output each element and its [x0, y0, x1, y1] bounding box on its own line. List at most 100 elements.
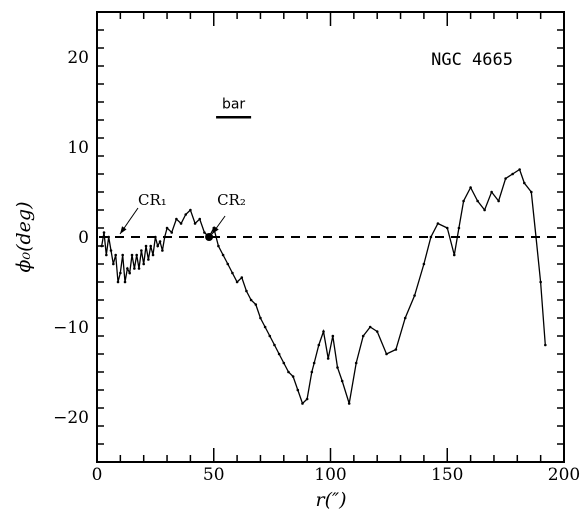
data-point	[116, 280, 120, 284]
data-point	[121, 253, 124, 257]
data-point	[128, 271, 131, 275]
data-point	[490, 190, 493, 194]
data-point	[312, 361, 316, 365]
data-point	[154, 235, 157, 239]
data-point	[301, 402, 304, 405]
data-point	[523, 181, 526, 185]
data-point	[130, 253, 134, 257]
data-point	[394, 348, 398, 351]
data-point	[518, 168, 521, 171]
data-point	[361, 334, 365, 338]
data-point	[354, 361, 358, 365]
y-tick-label: 20	[67, 48, 89, 68]
annotation-cr2: CR₂	[217, 191, 246, 209]
data-point	[193, 222, 197, 225]
data-point	[534, 235, 538, 239]
chart-title: NGC 4665	[431, 50, 513, 70]
data-point	[429, 235, 433, 239]
data-point	[483, 208, 486, 212]
data-point	[457, 226, 461, 230]
data-point	[147, 258, 150, 261]
data-point	[287, 370, 290, 374]
y-tick-labels: −20 −10 0 10 20	[53, 48, 89, 428]
data-point	[413, 294, 416, 297]
data-point	[544, 343, 547, 347]
data-point	[158, 240, 162, 243]
data-point	[326, 357, 330, 360]
y-tick-label: 0	[78, 228, 89, 248]
data-point	[179, 222, 183, 225]
x-axis-title: r(″)	[315, 489, 346, 511]
data-point	[109, 249, 113, 252]
data-point	[336, 366, 339, 369]
data-point	[504, 177, 507, 180]
data-point	[240, 276, 244, 279]
annotations: CR₁ CR₂	[119, 191, 246, 241]
data-point	[165, 226, 169, 230]
x-tick-label: 100	[314, 465, 346, 485]
data-point	[231, 271, 234, 275]
data-point	[452, 253, 456, 257]
data-point	[203, 231, 206, 234]
x-tick-label: 200	[548, 465, 580, 485]
data-point	[445, 226, 449, 230]
data-point	[331, 334, 335, 338]
x-tick-labels: 0 50 100 150 200	[92, 465, 581, 485]
data-point	[368, 325, 372, 329]
data-point	[226, 262, 230, 266]
annotation-arrowhead	[212, 226, 219, 234]
data-point	[268, 334, 272, 338]
data-point	[259, 316, 262, 320]
data-point	[149, 244, 153, 248]
data-point	[112, 262, 115, 266]
cr2-marker	[205, 233, 214, 241]
data-point	[105, 253, 108, 257]
series-0-points	[100, 168, 547, 405]
data-point	[114, 253, 117, 257]
data-point	[422, 262, 426, 266]
data-point	[347, 402, 351, 405]
annotation-cr1: CR₁	[138, 191, 167, 209]
y-tick-label: 10	[67, 138, 89, 158]
x-tick-label: 0	[92, 465, 103, 485]
y-tick-label: −20	[53, 408, 89, 428]
data-point	[462, 199, 465, 203]
data-point	[375, 330, 379, 333]
data-point	[296, 388, 300, 392]
data-point	[140, 249, 143, 252]
data-point	[221, 253, 225, 257]
axis-ticks	[96, 11, 565, 463]
data-point	[254, 303, 258, 306]
data-point	[263, 325, 267, 329]
bar-marker-label: bar	[222, 96, 245, 112]
data-point	[133, 267, 136, 270]
data-point	[137, 267, 141, 270]
series-0-line	[101, 168, 546, 405]
data-point	[310, 370, 314, 374]
data-point	[189, 208, 192, 212]
data-point	[385, 352, 388, 356]
data-point	[249, 298, 253, 302]
data-point	[235, 280, 239, 284]
data-point	[217, 244, 220, 248]
y-tick-label: −10	[53, 318, 89, 338]
data-point	[322, 330, 325, 333]
data-point	[469, 186, 472, 189]
data-point	[151, 253, 155, 257]
data-point	[156, 244, 160, 248]
data-point	[305, 397, 309, 401]
data-point	[273, 343, 276, 347]
y-axis-title: ϕ₀(deg)	[13, 202, 35, 273]
data-point	[163, 235, 167, 239]
data-point	[476, 199, 479, 203]
x-tick-label: 50	[203, 465, 225, 485]
data-point	[144, 244, 148, 248]
data-point	[135, 253, 138, 257]
data-point	[100, 244, 103, 248]
data-point	[123, 280, 127, 284]
data-point	[198, 217, 202, 221]
data-point	[539, 280, 542, 284]
data-point	[497, 199, 500, 203]
data-point	[107, 235, 110, 239]
